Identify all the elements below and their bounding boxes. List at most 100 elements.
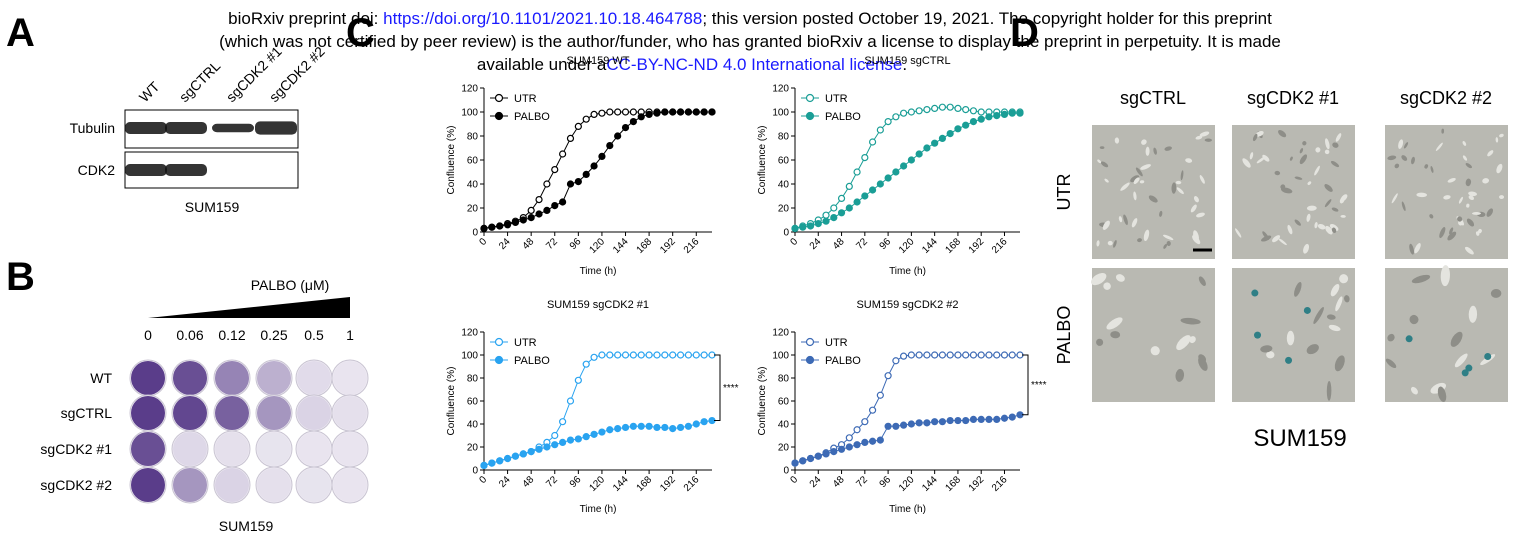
senescent-cell — [1405, 335, 1413, 343]
dose-label: 0 — [144, 327, 152, 343]
cell — [1411, 156, 1415, 165]
data-point — [614, 108, 622, 116]
data-point — [551, 431, 559, 440]
doi-link[interactable]: https://doi.org/10.1101/2021.10.18.46478… — [383, 9, 702, 28]
data-point — [606, 426, 614, 434]
cell — [1176, 187, 1184, 195]
cell — [1139, 180, 1145, 184]
cell — [1465, 178, 1472, 187]
y-tick-label: 20 — [467, 443, 479, 454]
lane-label: sgCTRL — [176, 57, 224, 105]
cell — [1314, 221, 1318, 229]
data-point — [621, 108, 630, 116]
x-tick-label: 72 — [544, 474, 560, 490]
data-point — [915, 150, 923, 158]
data-point — [931, 139, 939, 147]
well-stain — [297, 432, 331, 466]
data-point — [969, 351, 978, 359]
y-tick-label: 20 — [778, 443, 790, 454]
data-point — [606, 351, 614, 359]
cell — [1199, 175, 1205, 184]
significance-bracket — [1022, 354, 1029, 416]
data-point — [969, 415, 978, 423]
data-point — [845, 204, 853, 212]
cell — [1271, 235, 1281, 243]
data-point — [799, 223, 807, 231]
legend-marker — [494, 337, 504, 347]
data-point — [535, 196, 543, 204]
y-tick-label: 60 — [778, 156, 790, 167]
cell — [1289, 156, 1293, 161]
header-text: bioRxiv preprint doi: — [228, 9, 383, 28]
blot-band — [165, 122, 207, 134]
data-point — [915, 419, 923, 427]
row-label: sgCTRL — [61, 405, 113, 421]
cell — [1330, 283, 1340, 297]
cell — [1387, 333, 1395, 342]
series-line — [483, 111, 712, 229]
cell — [1193, 230, 1199, 242]
data-point — [969, 107, 978, 115]
legend-marker — [805, 355, 815, 365]
data-point — [938, 134, 947, 142]
cell — [1164, 146, 1172, 151]
data-point — [954, 351, 962, 359]
micrograph — [1385, 125, 1508, 259]
well-stain — [173, 396, 207, 430]
data-point — [590, 353, 598, 361]
cell — [1416, 192, 1428, 198]
data-point — [993, 351, 1001, 359]
data-point — [559, 418, 567, 426]
cell — [1385, 358, 1397, 369]
cell — [1394, 163, 1400, 169]
preprint-line-3: available under aCC-BY-NC-ND 4.0 Interna… — [477, 55, 907, 74]
cell — [1113, 240, 1117, 248]
cell — [1261, 235, 1272, 242]
cell — [1458, 196, 1463, 204]
senescent-cell — [1461, 369, 1469, 377]
cell — [1162, 234, 1174, 241]
data-point — [496, 457, 504, 465]
data-point — [884, 174, 892, 182]
cell — [1159, 210, 1163, 217]
cell — [1249, 152, 1254, 160]
cell — [1391, 193, 1398, 204]
x-tick-label: 96 — [568, 474, 584, 490]
x-tick-label: 48 — [521, 474, 537, 490]
data-point — [535, 210, 543, 218]
data-point — [962, 351, 970, 359]
x-axis-label: Time (h) — [580, 266, 617, 277]
license-link[interactable]: CC-BY-NC-ND 4.0 International license — [606, 55, 902, 74]
data-point — [814, 220, 822, 228]
x-tick-label: 24 — [497, 474, 513, 490]
data-point — [923, 144, 931, 152]
data-point — [645, 351, 653, 359]
well-stain — [215, 361, 249, 395]
x-tick-label: 72 — [854, 236, 870, 252]
data-point — [861, 154, 869, 162]
data-point — [1008, 109, 1016, 117]
cell — [1466, 218, 1475, 227]
cell — [1411, 274, 1431, 284]
legend-label: UTR — [514, 93, 537, 105]
cell — [1175, 180, 1182, 185]
cell — [1462, 141, 1467, 146]
data-point — [559, 438, 567, 446]
x-tick-label: 192 — [658, 474, 678, 494]
legend-marker — [805, 111, 815, 121]
caption: SUM159 — [185, 199, 240, 215]
data-point — [861, 438, 869, 446]
cell — [1307, 181, 1312, 185]
well-stain — [131, 396, 165, 430]
panel-letter: C — [346, 11, 375, 55]
row-label: sgCDK2 #2 — [40, 477, 112, 493]
data-point — [892, 168, 900, 176]
data-point — [653, 109, 661, 117]
cell — [1180, 317, 1201, 325]
y-tick-label: 120 — [461, 328, 478, 339]
y-tick-label: 60 — [778, 397, 790, 408]
data-point — [1000, 351, 1009, 359]
cell — [1332, 142, 1339, 148]
blot-band — [125, 164, 167, 176]
data-point — [977, 351, 985, 359]
